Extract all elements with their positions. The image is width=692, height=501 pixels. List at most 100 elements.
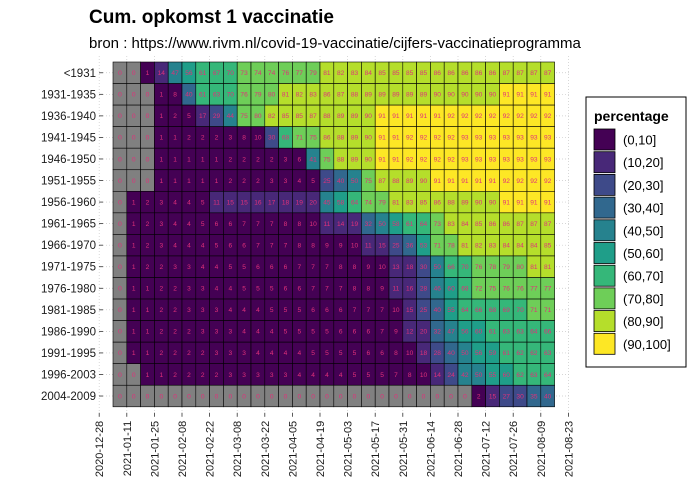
cell-value-label: 2 — [215, 372, 219, 379]
cell-value-label: 3 — [173, 264, 177, 271]
cell-value-label: 2 — [173, 307, 177, 314]
cell-value-label: 0 — [132, 393, 136, 400]
cell-value-label: 20 — [309, 199, 317, 206]
cell-value-label: 5 — [353, 372, 357, 379]
cell-value-label: 93 — [461, 156, 469, 163]
cell-value-label: 10 — [378, 264, 386, 271]
cell-value-label: 87 — [309, 113, 317, 120]
cell-value-label: 88 — [351, 92, 359, 99]
legend-label: (40,50] — [623, 223, 663, 238]
cell-value-label: 66 — [475, 307, 483, 314]
cell-value-label: 6 — [366, 350, 370, 357]
cell-value-label: 0 — [201, 393, 205, 400]
cell-value-label: 74 — [254, 70, 262, 77]
cell-value-label: 89 — [337, 113, 345, 120]
x-axis: 2020-12-28 2021-01-11 2021-01-25 2021-02-08… — [94, 412, 575, 477]
cell-value-label: 32 — [434, 329, 442, 336]
cell-value-label: 70 — [461, 264, 469, 271]
cell-value-label: 93 — [461, 135, 469, 142]
cell-value-label: 5 — [311, 178, 315, 185]
cell-value-label: 90 — [475, 199, 483, 206]
cell-value-label: 3 — [159, 242, 163, 249]
cell-value-label: 91 — [434, 113, 442, 120]
cell-value-label: 89 — [365, 92, 373, 99]
cell-value-label: 1 — [159, 135, 163, 142]
cell-value-label: 1 — [173, 156, 177, 163]
cell-value-label: 5 — [270, 286, 274, 293]
cell-value-label: 90 — [434, 92, 442, 99]
cell-value-label: 15 — [227, 199, 235, 206]
cell-value-label: 70 — [227, 92, 235, 99]
cell-value-label: 0 — [146, 135, 150, 142]
cell-value-label: 0 — [284, 393, 288, 400]
cell-value-label: 2 — [159, 350, 163, 357]
legend-swatch — [593, 264, 616, 287]
cell-value-label: 79 — [254, 92, 262, 99]
cell-value-label: 73 — [240, 70, 248, 77]
cell-value-label: 1 — [132, 221, 136, 228]
cell-value-label: 2 — [159, 329, 163, 336]
cell-value-label: 0 — [228, 393, 232, 400]
cell-value-label: 1 — [132, 242, 136, 249]
cell-value-label: 3 — [159, 221, 163, 228]
cell-value-label: 64 — [544, 372, 552, 379]
cell-value-label: 3 — [256, 372, 260, 379]
cell-value-label: 25 — [323, 178, 331, 185]
cell-value-label: 3 — [187, 307, 191, 314]
cell-value-label: 0 — [132, 178, 136, 185]
cell-value-label: 5 — [187, 113, 191, 120]
heatmap-cells: 0 0 1 14 47 56 61 67 70 73 74 74 76 77 79 81 82 83 84 85 85 8… — [112, 61, 555, 408]
cell-value-label: 75 — [240, 113, 248, 120]
cell-value-label: 0 — [353, 393, 357, 400]
cell-value-label: 0 — [118, 393, 122, 400]
cell-value-label: 71 — [434, 242, 442, 249]
cell-value-label: 91 — [503, 199, 511, 206]
cell-value-label: 86 — [461, 70, 469, 77]
cell-value-label: 3 — [284, 156, 288, 163]
cell-value-label: 0 — [118, 156, 122, 163]
cell-value-label: 66 — [544, 329, 552, 336]
cell-value-label: 14 — [158, 70, 166, 77]
cell-value-label: 0 — [146, 393, 150, 400]
cell-value-label: 3 — [242, 350, 246, 357]
cell-value-label: 79 — [503, 264, 511, 271]
cell-value-label: 7 — [270, 221, 274, 228]
cell-value-label: 0 — [339, 393, 343, 400]
cell-value-label: 1 — [146, 350, 150, 357]
cell-value-label: 4 — [242, 329, 246, 336]
cell-value-label: 1 — [146, 329, 150, 336]
cell-value-label: 3 — [201, 329, 205, 336]
cell-value-label: 80 — [254, 113, 262, 120]
cell-value-label: 24 — [447, 372, 455, 379]
cell-value-label: 0 — [118, 113, 122, 120]
cell-value-label: 13 — [392, 264, 400, 271]
cell-value-label: 2 — [146, 242, 150, 249]
cell-value-label: 91 — [503, 92, 511, 99]
cell-value-label: 5 — [242, 286, 246, 293]
cell-value-label: 0 — [132, 92, 136, 99]
cell-value-label: 0 — [118, 242, 122, 249]
cell-value-label: 87 — [337, 92, 345, 99]
cell-value-label: 5 — [366, 372, 370, 379]
cell-value-label: 12 — [406, 329, 414, 336]
cell-value-label: 85 — [378, 70, 386, 77]
cell-value-label: 3 — [215, 329, 219, 336]
cell-value-label: 87 — [544, 70, 552, 77]
cell-value-label: 90 — [461, 92, 469, 99]
cell-value-label: 4 — [228, 286, 232, 293]
y-tick-label: 1986-1990 — [41, 326, 96, 338]
cell-value-label: 4 — [215, 264, 219, 271]
cell-value-label: 6 — [339, 307, 343, 314]
cell-value-label: 2 — [159, 286, 163, 293]
cell-value-label: 85 — [392, 70, 400, 77]
cell-value-label: 61 — [199, 92, 207, 99]
y-tick-label: <1931 — [64, 68, 96, 80]
cell-value-label: 91 — [475, 178, 483, 185]
cell-value-label: 0 — [146, 178, 150, 185]
cell-value-label: 45 — [323, 199, 331, 206]
cell-value-label: 89 — [420, 92, 428, 99]
cell-value-label: 5 — [297, 329, 301, 336]
cell-value-label: 0 — [463, 393, 467, 400]
cell-value-label: 16 — [254, 199, 262, 206]
cell-value-label: 4 — [297, 372, 301, 379]
